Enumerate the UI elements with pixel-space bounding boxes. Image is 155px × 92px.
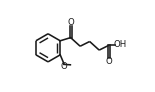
Text: OH: OH — [113, 40, 127, 49]
Text: O: O — [60, 62, 67, 71]
Text: O: O — [67, 18, 74, 27]
Text: O: O — [105, 57, 112, 66]
